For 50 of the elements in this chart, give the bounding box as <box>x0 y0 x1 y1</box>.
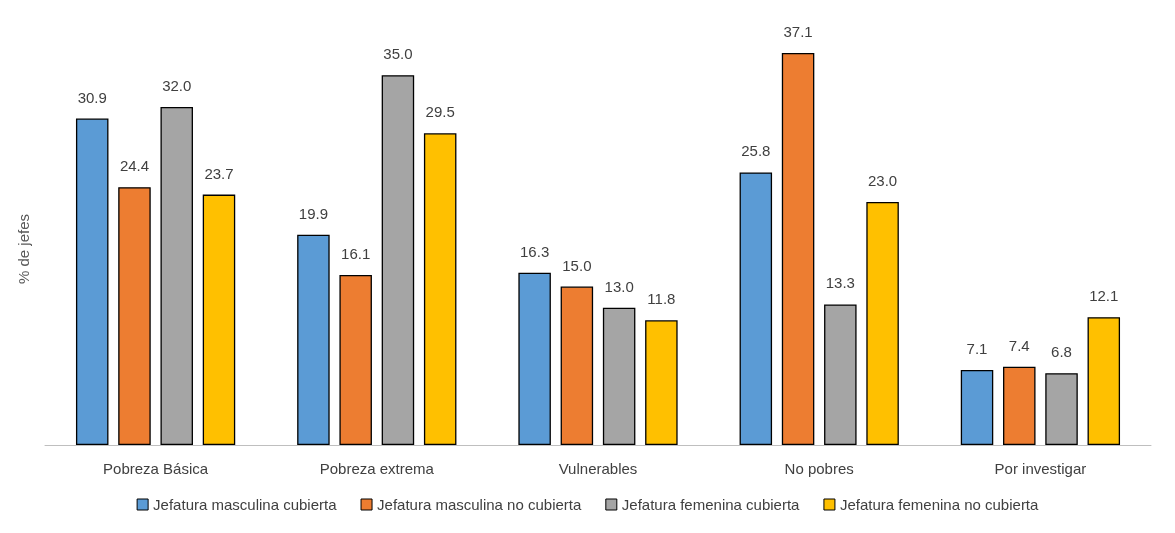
bar <box>202 194 236 445</box>
data-label: 7.4 <box>1008 336 1030 354</box>
x-tick-label: Pobreza extrema <box>319 460 435 477</box>
data-label: 7.1 <box>966 339 988 357</box>
bar <box>297 234 330 445</box>
x-tick-label: Vulnerables <box>558 460 638 477</box>
bar <box>781 53 815 445</box>
bar <box>1087 317 1121 445</box>
bar <box>118 187 151 445</box>
data-label: 23.7 <box>204 164 234 182</box>
bar <box>75 118 109 445</box>
x-tick-label: No pobres <box>784 460 854 477</box>
bar <box>1003 366 1036 445</box>
bar <box>645 320 678 445</box>
data-label: 16.3 <box>520 242 550 260</box>
bar <box>560 286 594 445</box>
data-label: 13.3 <box>825 274 855 292</box>
legend-label: Jefatura masculina cubierta <box>153 496 338 513</box>
data-label: 13.0 <box>604 277 634 295</box>
data-label: 29.5 <box>425 103 455 121</box>
data-label: 15.0 <box>562 256 592 274</box>
data-label: 30.9 <box>77 88 107 106</box>
bar <box>518 272 551 445</box>
legend-label: Jefatura masculina no cubierta <box>377 496 582 513</box>
data-label: 25.8 <box>741 142 771 160</box>
data-label: 19.9 <box>298 204 329 222</box>
bar <box>160 106 193 445</box>
data-label: 23.0 <box>867 171 898 189</box>
data-label: 6.8 <box>1051 343 1072 361</box>
data-label: 16.1 <box>341 244 371 262</box>
bar <box>423 133 457 445</box>
bar <box>339 274 372 445</box>
data-label: 37.1 <box>783 23 813 40</box>
x-tick-label: Pobreza Básica <box>103 460 209 477</box>
y-axis-title: % de jefes <box>15 213 32 285</box>
bar <box>960 369 994 445</box>
data-label: 35.0 <box>383 45 413 63</box>
bar <box>866 201 899 445</box>
data-label: 24.4 <box>119 157 150 175</box>
bar <box>381 75 415 445</box>
x-tick-label: Por investigar <box>994 460 1087 477</box>
data-label: 32.0 <box>162 76 192 94</box>
legend-label: Jefatura femenina cubierta <box>621 496 801 513</box>
bar <box>1045 373 1078 445</box>
bar <box>824 304 857 445</box>
legend-label: Jefatura femenina no cubierta <box>839 496 1040 513</box>
data-label: 11.8 <box>647 290 676 308</box>
bar <box>739 172 773 445</box>
bar <box>602 307 636 445</box>
data-label: 12.1 <box>1089 287 1119 305</box>
